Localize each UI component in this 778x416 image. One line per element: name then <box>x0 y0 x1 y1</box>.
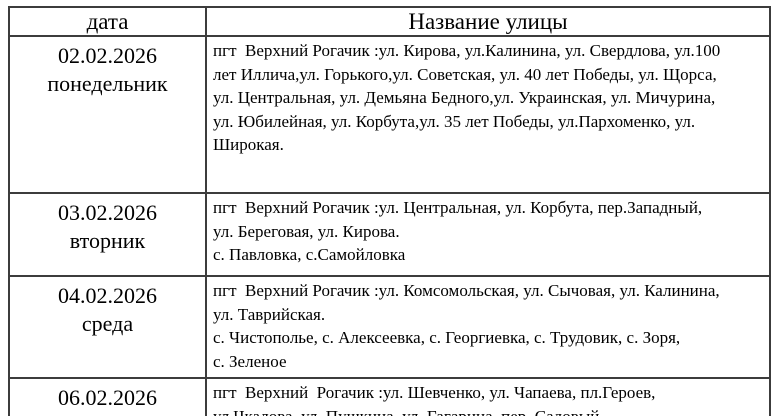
header-streets-cell: Название улицы <box>205 6 771 37</box>
table-row: 02.02.2026 понедельник пгт Верхний Рогач… <box>8 35 771 194</box>
date-cell: 03.02.2026 вторник <box>8 192 207 277</box>
table-row: 06.02.2026 пятница пгт Верхний Рогачик :… <box>8 377 771 416</box>
street-cleaning-schedule-table: дата Название улицы 02.02.2026 понедельн… <box>8 6 771 416</box>
header-date-cell: дата <box>8 6 207 37</box>
streets-cell: пгт Верхний Рогачик :ул. Шевченко, ул. Ч… <box>205 377 771 416</box>
table-row: 03.02.2026 вторник пгт Верхний Рогачик :… <box>8 192 771 277</box>
streets-cell: пгт Верхний Рогачик :ул. Комсомольская, … <box>205 275 771 379</box>
date-cell: 06.02.2026 пятница <box>8 377 207 416</box>
streets-cell: пгт Верхний Рогачик :ул. Центральная, ул… <box>205 192 771 277</box>
date-cell: 04.02.2026 среда <box>8 275 207 379</box>
header-row: дата Название улицы <box>8 6 771 37</box>
streets-cell: пгт Верхний Рогачик :ул. Кирова, ул.Кали… <box>205 35 771 194</box>
date-cell: 02.02.2026 понедельник <box>8 35 207 194</box>
table-row: 04.02.2026 среда пгт Верхний Рогачик :ул… <box>8 275 771 379</box>
